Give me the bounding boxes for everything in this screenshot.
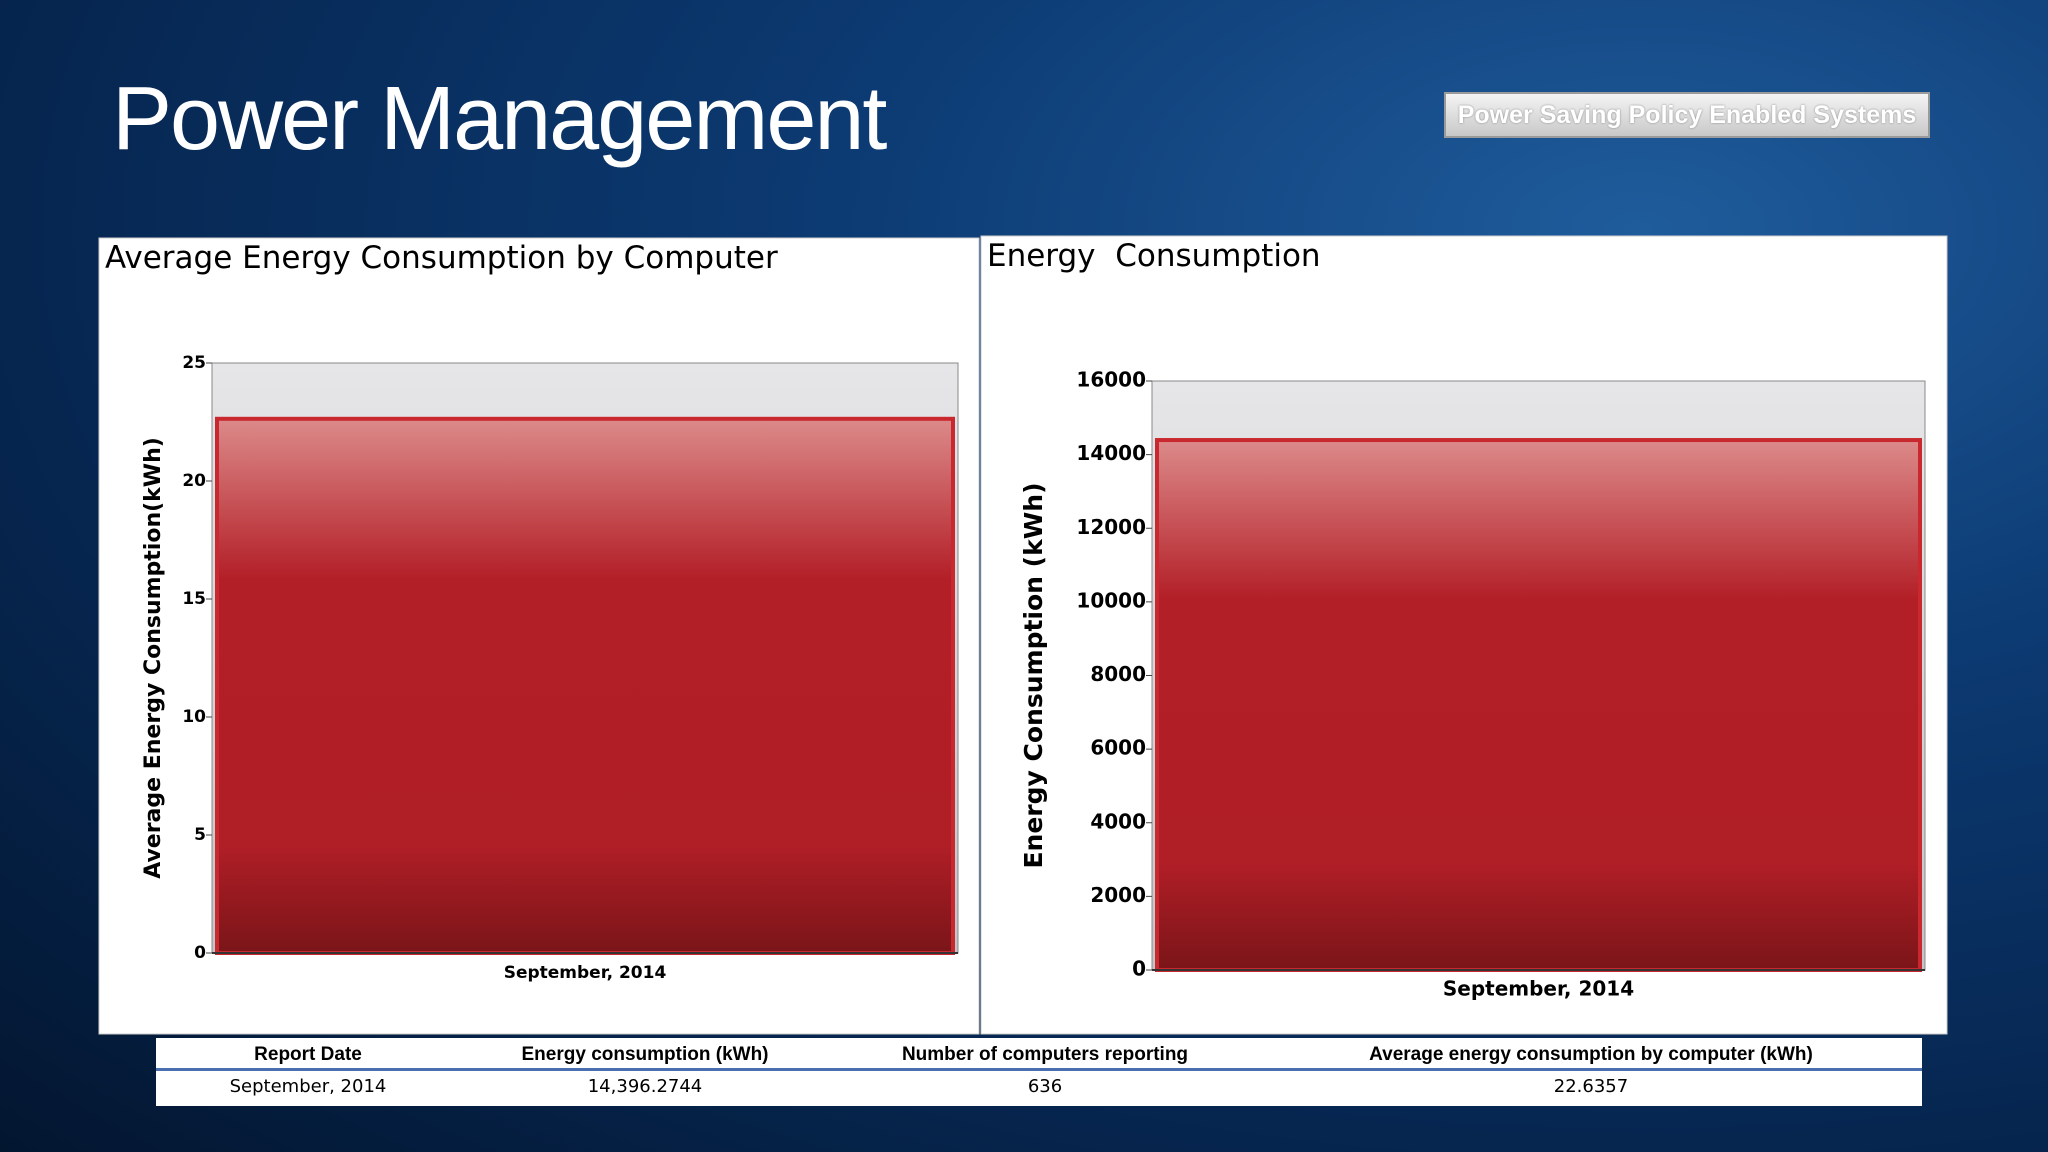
x-tick-label: September, 2014 bbox=[504, 963, 667, 983]
x-tick-label: September, 2014 bbox=[1443, 977, 1634, 1001]
table-cell: September, 2014 bbox=[229, 1076, 387, 1097]
y-tick-label: 6000 bbox=[1090, 736, 1146, 760]
column-header: Average energy consumption by computer (… bbox=[1260, 1038, 1922, 1071]
header-row: Report Date Energy consumption (kWh) Numbe… bbox=[156, 1038, 1922, 1071]
y-axis-label: Energy Consumption (kWh) bbox=[1019, 482, 1048, 868]
y-tick-label: 10 bbox=[182, 707, 206, 727]
column-header: Report Date bbox=[156, 1038, 460, 1071]
chart-title: Energy Consumption bbox=[987, 238, 1321, 274]
y-tick-label: 10000 bbox=[1076, 588, 1146, 612]
column-header: Energy consumption (kWh) bbox=[460, 1038, 830, 1071]
bar bbox=[1155, 438, 1922, 972]
table-row: September, 2014 14,396.2744 636 22.6357 bbox=[156, 1070, 1922, 1107]
table-cell: 14,396.2744 bbox=[587, 1076, 703, 1097]
y-tick-label: 4000 bbox=[1090, 809, 1146, 833]
table-body: September, 2014 14,396.2744 636 22.6357 bbox=[156, 1070, 1922, 1107]
slide-title: Power Management bbox=[112, 69, 887, 169]
y-tick-label: 0 bbox=[194, 943, 206, 963]
y-axis-label: Average Energy Consumption(kWh) bbox=[141, 437, 166, 879]
bar bbox=[215, 416, 955, 955]
y-tick-label: 25 bbox=[182, 353, 206, 373]
table-cell: 22.6357 bbox=[1553, 1076, 1629, 1097]
y-tick-label: 16000 bbox=[1076, 368, 1146, 392]
y-tick-label: 0 bbox=[1132, 957, 1146, 981]
y-tick-label: 20 bbox=[182, 471, 206, 491]
y-tick-label: 12000 bbox=[1076, 515, 1146, 539]
y-tick-label: 14000 bbox=[1076, 441, 1146, 465]
y-tick-label: 2000 bbox=[1090, 883, 1146, 907]
policy-button[interactable]: Power Saving Policy Enabled Systems bbox=[1444, 92, 1930, 138]
table-cell: 636 bbox=[1027, 1076, 1063, 1097]
y-tick-label: 8000 bbox=[1090, 662, 1146, 686]
chart-title: Average Energy Consumption by Computer bbox=[105, 240, 778, 276]
column-header: Number of computers reporting bbox=[830, 1038, 1260, 1071]
y-tick-label: 5 bbox=[194, 825, 206, 845]
y-tick-label: 15 bbox=[182, 589, 206, 609]
summary-table: Report Date Energy consumption (kWh) Numbe… bbox=[156, 1038, 1922, 1106]
